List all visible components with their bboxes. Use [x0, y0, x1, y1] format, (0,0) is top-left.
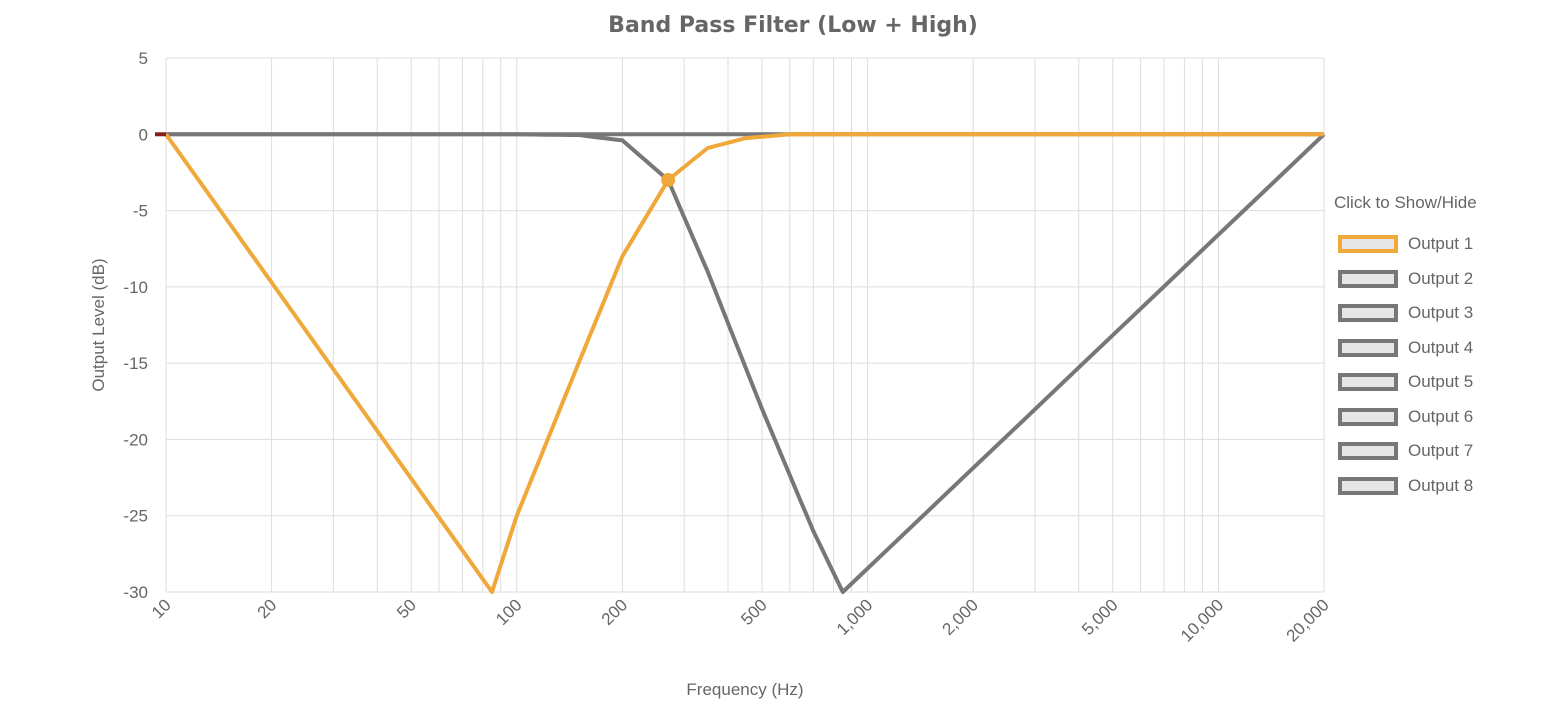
legend-item-output-3[interactable]: Output 3: [1334, 296, 1549, 331]
y-tick-label: 5: [139, 49, 148, 68]
x-axis-label: Frequency (Hz): [686, 680, 803, 699]
x-tick-label: 5,000: [1078, 595, 1122, 639]
y-tick-label: -25: [123, 507, 148, 526]
x-tick-label: 200: [598, 595, 631, 628]
legend-swatch: [1338, 338, 1398, 357]
y-tick-label: 0: [139, 125, 148, 144]
legend-label: Output 4: [1408, 337, 1474, 357]
x-axis-ticks: 10 20 50 100 200 500 1,000 2,000 5,000 10,000 20,0…: [148, 595, 1333, 645]
x-tick-label: 500: [737, 595, 770, 628]
legend-swatch: [1338, 269, 1398, 288]
x-tick-label: 2,000: [939, 595, 983, 639]
y-tick-label: -30: [123, 583, 148, 602]
legend-label: Output 2: [1408, 268, 1474, 288]
y-axis-label: Output Level (dB): [89, 258, 108, 391]
legend-swatch: [1338, 373, 1398, 392]
x-tick-label: 10,000: [1177, 595, 1227, 645]
legend-item-output-4[interactable]: Output 4: [1334, 331, 1549, 366]
x-tick-label: 10: [148, 595, 175, 622]
y-axis-ticks: 5 0 -5 -10 -15 -20 -25 -30: [123, 49, 148, 602]
legend-item-output-5[interactable]: Output 5: [1334, 365, 1549, 400]
legend-item-output-2[interactable]: Output 2: [1334, 262, 1549, 297]
legend-label: Output 3: [1408, 303, 1474, 323]
legend-label: Output 7: [1408, 441, 1474, 461]
x-tick-label: 1,000: [833, 595, 877, 639]
y-tick-label: -20: [123, 430, 148, 449]
legend-item-output-1[interactable]: Output 1: [1334, 227, 1549, 262]
y-tick-label: -5: [133, 202, 148, 221]
chart-title: Band Pass Filter (Low + High): [608, 13, 978, 38]
legend-label: Output 8: [1408, 475, 1474, 495]
legend-label: Output 6: [1408, 406, 1474, 426]
legend-title: Click to Show/Hide: [1334, 193, 1477, 212]
legend-label: Output 5: [1408, 372, 1474, 392]
x-tick-label: 100: [492, 595, 525, 628]
y-tick-label: -15: [123, 354, 148, 373]
legend-swatch: [1338, 235, 1398, 254]
legend-item-output-8[interactable]: Output 8: [1334, 469, 1549, 504]
x-tick-label: 20: [254, 595, 281, 622]
crossover-point: [661, 173, 676, 188]
legend-swatch: [1338, 304, 1398, 323]
x-tick-label: 50: [393, 595, 420, 622]
legend-item-output-7[interactable]: Output 7: [1334, 434, 1549, 469]
legend-label: Output 1: [1408, 234, 1474, 254]
x-tick-label: 20,000: [1283, 595, 1333, 645]
series-lines: [155, 132, 1326, 594]
legend-item-output-6[interactable]: Output 6: [1334, 400, 1549, 435]
legend-swatch: [1338, 407, 1398, 426]
legend-items: Output 1 Output 2 Output 3 Output 4 Output 5…: [1334, 227, 1549, 503]
legend-swatch: [1338, 476, 1398, 495]
y-tick-label: -10: [123, 278, 148, 297]
legend: Click to Show/Hide Output 1 Output 2 Outpu…: [1334, 193, 1549, 503]
legend-swatch: [1338, 442, 1398, 461]
